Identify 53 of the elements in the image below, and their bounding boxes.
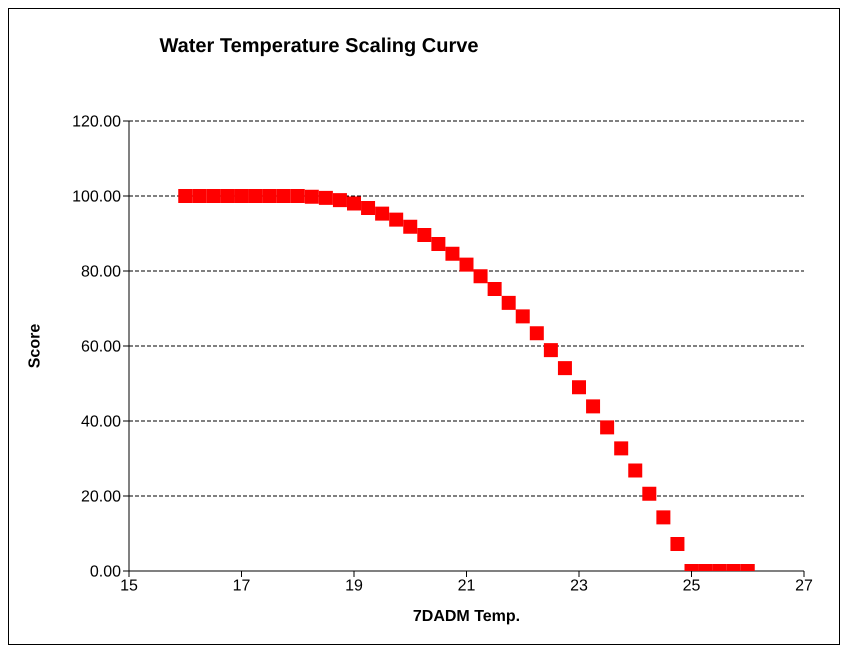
point	[600, 420, 614, 434]
x-tick-label: 27	[795, 577, 813, 594]
x-tick-label: 23	[570, 577, 588, 594]
point	[192, 189, 206, 203]
point	[332, 193, 347, 208]
point	[375, 206, 390, 221]
point	[558, 361, 572, 376]
point	[347, 196, 361, 210]
point	[220, 189, 234, 203]
point	[445, 246, 460, 261]
point	[670, 537, 684, 551]
y-tick-label: 20.00	[80, 488, 122, 506]
point	[614, 441, 628, 456]
x-axis-title: 7DADM Temp.	[412, 608, 520, 625]
x-tick-label: 21	[458, 577, 476, 594]
point	[234, 189, 248, 203]
y-tick-label: 80.00	[80, 264, 122, 281]
point	[656, 510, 670, 524]
x-tick-label: 15	[120, 577, 138, 594]
point	[502, 296, 516, 310]
y-tick-label: 120.00	[72, 114, 122, 131]
point	[248, 189, 263, 203]
point	[628, 464, 642, 478]
y-tick-label: 60.00	[80, 338, 122, 356]
point	[474, 269, 488, 284]
x-tick-label: 17	[232, 577, 250, 594]
point	[530, 326, 544, 340]
point	[318, 190, 333, 205]
point	[403, 220, 418, 234]
y-axis-title: Score	[26, 324, 44, 368]
point	[572, 380, 586, 394]
point	[262, 189, 277, 203]
point	[431, 237, 446, 251]
point	[178, 189, 192, 203]
point	[460, 258, 474, 272]
point	[516, 309, 530, 324]
point	[642, 486, 656, 501]
point	[417, 228, 432, 242]
point	[276, 189, 291, 203]
y-tick-label: 40.00	[80, 414, 122, 431]
point	[304, 190, 319, 204]
point	[488, 282, 502, 296]
x-tick-label: 19	[345, 577, 363, 594]
point	[544, 343, 558, 358]
y-tick-label: 0.00	[90, 564, 122, 581]
point	[389, 212, 404, 227]
chart-title: Water Temperature Scaling Curve	[158, 35, 480, 58]
point	[361, 201, 376, 215]
y-tick-label: 100.00	[72, 188, 122, 206]
x-tick-label: 25	[682, 577, 700, 594]
point	[290, 189, 305, 203]
point	[586, 399, 600, 414]
point	[206, 189, 220, 203]
